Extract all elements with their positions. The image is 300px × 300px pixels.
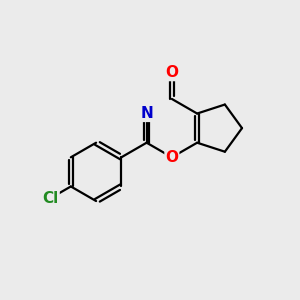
- Text: O: O: [165, 65, 178, 80]
- Text: N: N: [140, 106, 153, 121]
- Text: O: O: [165, 150, 178, 165]
- Text: Cl: Cl: [43, 190, 59, 206]
